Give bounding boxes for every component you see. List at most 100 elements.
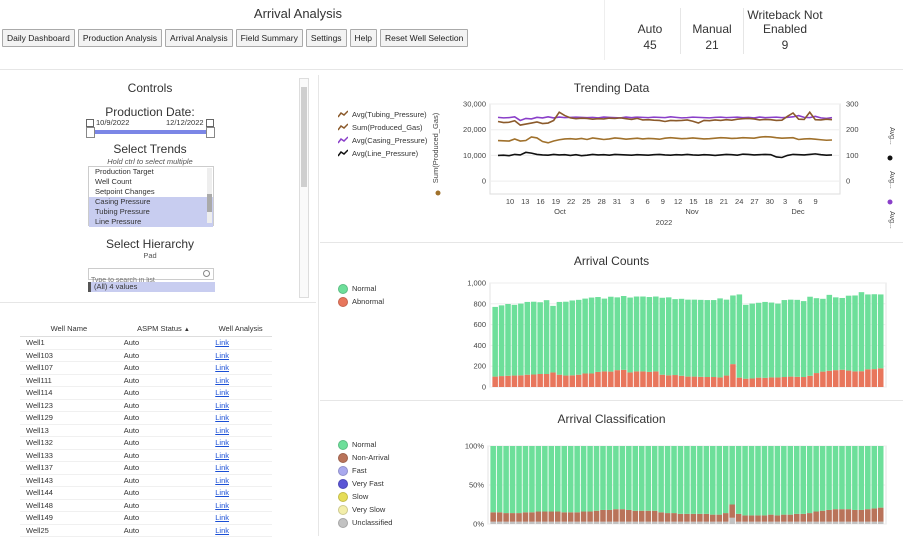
bar-segment[interactable]	[645, 446, 651, 511]
bar-segment[interactable]	[800, 377, 807, 387]
bar-segment[interactable]	[511, 304, 518, 376]
bar-segment[interactable]	[774, 515, 781, 522]
bar-segment[interactable]	[774, 521, 781, 524]
hierarchy-search-input[interactable]	[89, 275, 196, 286]
trends-listbox[interactable]: Production Target Well Count Setpoint Chan…	[88, 166, 214, 227]
bar-segment[interactable]	[651, 446, 658, 511]
bar-segment[interactable]	[762, 301, 768, 378]
bar-segment[interactable]	[503, 521, 509, 524]
bar-segment[interactable]	[806, 446, 813, 514]
bar-segment[interactable]	[554, 521, 561, 524]
bar-segment[interactable]	[620, 296, 627, 370]
bar-segment[interactable]	[781, 514, 787, 522]
bar-segment[interactable]	[813, 298, 820, 374]
bar-segment[interactable]	[664, 521, 671, 524]
bar-segment[interactable]	[632, 510, 639, 522]
bar-segment[interactable]	[839, 509, 845, 522]
bar-segment[interactable]	[729, 504, 735, 518]
bar-segment[interactable]	[524, 301, 531, 375]
legend-item[interactable]: Very Fast	[338, 477, 392, 490]
bar-segment[interactable]	[755, 515, 761, 522]
bar-segment[interactable]	[529, 446, 535, 513]
bar-segment[interactable]	[839, 521, 845, 524]
bar-segment[interactable]	[735, 446, 742, 514]
trend-option[interactable]: Tubing Pressure	[89, 207, 213, 217]
bar-segment[interactable]	[492, 376, 498, 387]
bar-segment[interactable]	[593, 521, 600, 524]
bar-segment[interactable]	[762, 377, 768, 387]
well-analysis-link[interactable]: Link	[215, 413, 230, 423]
bar-segment[interactable]	[723, 299, 730, 376]
bar-segment[interactable]	[509, 521, 516, 524]
nav-production-analysis-button[interactable]: Production Analysis	[77, 29, 163, 47]
bar-segment[interactable]	[567, 521, 574, 524]
bar-segment[interactable]	[664, 446, 671, 514]
bar-segment[interactable]	[806, 521, 813, 524]
bar-segment[interactable]	[588, 297, 595, 374]
bar-segment[interactable]	[787, 521, 794, 524]
bar-segment[interactable]	[865, 446, 871, 510]
bar-segment[interactable]	[742, 515, 748, 522]
legend-item[interactable]: Fast	[338, 464, 392, 477]
trend-option[interactable]: Well Count	[95, 177, 132, 186]
legend-item[interactable]: Non-Arrival	[338, 451, 392, 464]
bar-segment[interactable]	[697, 513, 703, 522]
bar-segment[interactable]	[522, 512, 529, 522]
bar-segment[interactable]	[704, 377, 710, 387]
bar-segment[interactable]	[871, 369, 878, 387]
bar-segment[interactable]	[710, 300, 717, 378]
bar-segment[interactable]	[865, 294, 871, 370]
bar-segment[interactable]	[595, 371, 601, 387]
bar-segment[interactable]	[858, 292, 865, 372]
bar-segment[interactable]	[498, 376, 505, 387]
bar-segment[interactable]	[852, 446, 858, 510]
bar-segment[interactable]	[820, 298, 826, 372]
bar-segment[interactable]	[858, 371, 865, 387]
bar-segment[interactable]	[580, 446, 587, 512]
bar-segment[interactable]	[658, 512, 664, 522]
bar-segment[interactable]	[826, 370, 833, 387]
bar-segment[interactable]	[717, 377, 723, 387]
bar-segment[interactable]	[588, 373, 595, 387]
bar-segment[interactable]	[839, 369, 845, 387]
nav-arrival-analysis-button[interactable]: Arrival Analysis	[165, 29, 233, 47]
bar-segment[interactable]	[684, 446, 690, 514]
bar-segment[interactable]	[574, 446, 580, 513]
well-analysis-link[interactable]: Link	[215, 400, 230, 410]
bar-segment[interactable]	[813, 521, 819, 524]
series-line[interactable]	[497, 110, 833, 126]
bar-segment[interactable]	[665, 375, 672, 387]
bar-segment[interactable]	[543, 300, 550, 374]
bar-segment[interactable]	[608, 371, 614, 387]
trends-scrollbar-thumb[interactable]	[207, 194, 212, 212]
bar-segment[interactable]	[646, 371, 653, 387]
bar-segment[interactable]	[550, 305, 556, 373]
bar-segment[interactable]	[619, 446, 626, 510]
bar-segment[interactable]	[626, 521, 632, 524]
reset-well-selection-button[interactable]: Reset Well Selection	[380, 29, 469, 47]
bar-segment[interactable]	[535, 521, 542, 524]
bar-segment[interactable]	[690, 521, 697, 524]
legend-item[interactable]: Very Slow	[338, 503, 392, 516]
bar-segment[interactable]	[690, 513, 697, 522]
bar-segment[interactable]	[703, 446, 710, 514]
bar-segment[interactable]	[633, 296, 640, 372]
calendar-icon[interactable]	[86, 119, 94, 128]
bar-segment[interactable]	[664, 513, 671, 522]
bar-segment[interactable]	[522, 446, 529, 513]
bar-segment[interactable]	[819, 521, 826, 524]
bar-segment[interactable]	[703, 513, 710, 522]
bar-segment[interactable]	[768, 514, 774, 522]
bar-segment[interactable]	[832, 509, 839, 522]
bar-segment[interactable]	[620, 369, 627, 387]
bar-segment[interactable]	[755, 302, 762, 378]
bar-segment[interactable]	[685, 299, 691, 377]
bar-segment[interactable]	[671, 513, 677, 522]
bar-segment[interactable]	[619, 521, 626, 524]
col-header-well-name[interactable]: Well Name	[20, 320, 118, 337]
bar-segment[interactable]	[672, 299, 678, 376]
bar-segment[interactable]	[781, 300, 788, 378]
bar-segment[interactable]	[787, 446, 794, 515]
bar-segment[interactable]	[749, 378, 755, 387]
bar-segment[interactable]	[511, 375, 518, 387]
